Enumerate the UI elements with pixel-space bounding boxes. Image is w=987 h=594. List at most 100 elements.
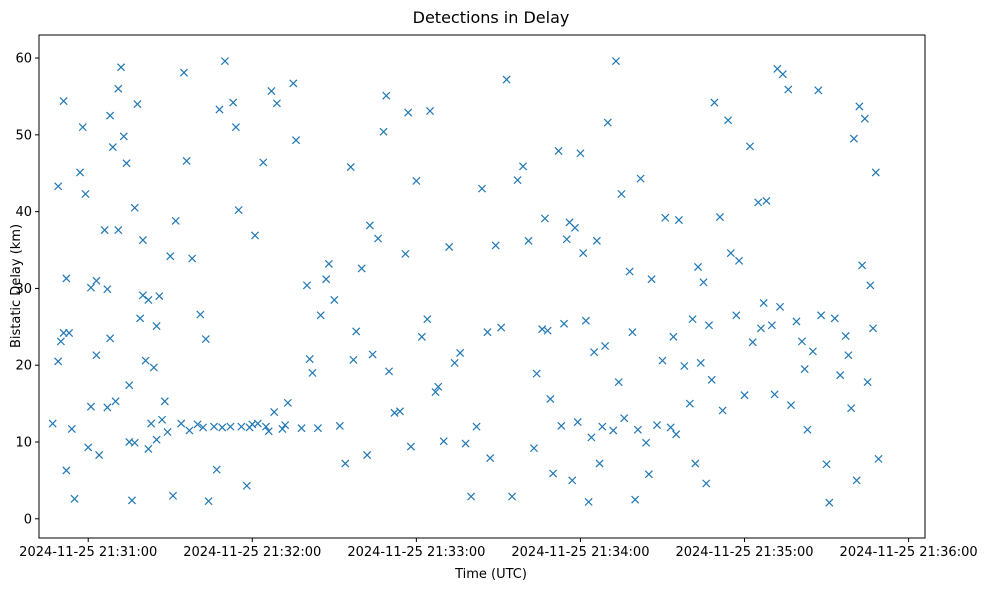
data-point <box>242 481 251 490</box>
data-point <box>103 403 112 412</box>
data-point <box>117 63 126 72</box>
data-point <box>283 398 292 407</box>
data-point <box>100 226 109 235</box>
data-point <box>264 427 273 436</box>
data-point <box>379 127 388 136</box>
data-point <box>658 356 667 365</box>
data-point <box>352 327 361 336</box>
data-point <box>302 281 312 290</box>
data-point <box>423 315 432 324</box>
data-point <box>871 168 880 177</box>
data-point <box>84 443 93 452</box>
x-tick-label: 2024-11-25 21:34:00 <box>511 545 649 560</box>
data-point <box>81 189 90 198</box>
data-point <box>119 132 128 141</box>
data-point <box>803 425 812 434</box>
data-point <box>573 418 582 427</box>
data-point <box>704 321 713 330</box>
data-point <box>740 391 749 400</box>
data-point <box>56 337 65 346</box>
data-point <box>554 146 563 155</box>
data-point <box>152 322 161 331</box>
data-point <box>231 123 240 132</box>
data-point <box>92 351 101 360</box>
data-point <box>395 407 404 416</box>
data-point <box>316 311 325 320</box>
data-point <box>456 348 465 357</box>
data-point <box>797 337 806 346</box>
data-point <box>103 285 112 294</box>
data-point <box>841 332 850 341</box>
data-point <box>633 425 642 434</box>
data-point <box>814 86 823 95</box>
y-tick-label: 10 <box>15 436 32 451</box>
data-point <box>652 421 662 430</box>
data-point <box>691 459 700 468</box>
data-point <box>724 116 733 125</box>
data-point <box>543 326 552 335</box>
data-point <box>532 369 541 378</box>
data-point <box>141 356 150 365</box>
data-point <box>825 498 834 507</box>
data-point <box>54 357 63 366</box>
data-point <box>609 426 618 435</box>
data-point <box>130 438 139 447</box>
data-point <box>65 328 74 337</box>
data-point <box>631 495 640 504</box>
y-tick-label: 20 <box>15 359 32 374</box>
data-point <box>95 451 104 460</box>
data-point <box>587 433 596 442</box>
y-tick-label: 0 <box>24 512 32 527</box>
data-point <box>349 355 358 364</box>
plot-area <box>38 34 926 539</box>
data-point <box>322 275 331 284</box>
data-point <box>844 351 853 360</box>
data-point <box>237 422 246 431</box>
data-point <box>204 497 213 506</box>
data-point <box>182 156 191 165</box>
data-point <box>357 264 366 273</box>
data-point <box>461 439 470 448</box>
data-point <box>136 314 145 323</box>
data-point <box>149 363 158 372</box>
data-point <box>78 123 87 132</box>
data-point <box>497 323 506 332</box>
data-point <box>382 91 391 100</box>
data-point <box>185 426 194 435</box>
data-point <box>335 421 344 430</box>
data-point <box>270 408 279 417</box>
data-point <box>707 375 716 384</box>
data-point <box>179 68 188 77</box>
data-point <box>412 176 421 185</box>
data-point <box>680 361 689 371</box>
data-point <box>278 424 287 433</box>
data-point <box>111 397 120 406</box>
data-point <box>518 162 528 171</box>
data-point <box>735 256 744 265</box>
data-point <box>439 437 448 446</box>
data-point <box>426 107 435 116</box>
data-point <box>313 424 322 433</box>
data-point <box>549 469 558 478</box>
data-point <box>502 75 511 84</box>
data-point <box>267 87 276 96</box>
x-tick-label: 2024-11-25 21:36:00 <box>840 545 978 560</box>
data-point <box>261 422 270 431</box>
data-point <box>557 421 566 430</box>
data-point <box>390 408 399 417</box>
data-point <box>808 347 817 356</box>
data-point <box>625 267 634 276</box>
data-point <box>86 283 95 292</box>
data-point <box>253 419 262 428</box>
data-point <box>847 404 856 413</box>
data-point <box>152 435 161 444</box>
data-point <box>166 252 175 261</box>
data-point <box>869 324 878 333</box>
data-point <box>92 276 101 285</box>
data-point <box>762 196 771 205</box>
data-point <box>576 149 585 158</box>
data-point <box>661 213 670 222</box>
data-point <box>54 182 63 191</box>
